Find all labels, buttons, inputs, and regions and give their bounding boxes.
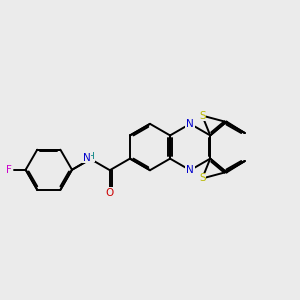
Text: H: H: [87, 152, 94, 161]
Text: O: O: [106, 188, 114, 198]
Text: F: F: [6, 165, 12, 175]
Text: S: S: [199, 173, 206, 184]
Text: N: N: [83, 153, 91, 163]
Text: S: S: [199, 111, 206, 121]
Text: N: N: [186, 119, 194, 129]
Text: N: N: [186, 165, 194, 175]
